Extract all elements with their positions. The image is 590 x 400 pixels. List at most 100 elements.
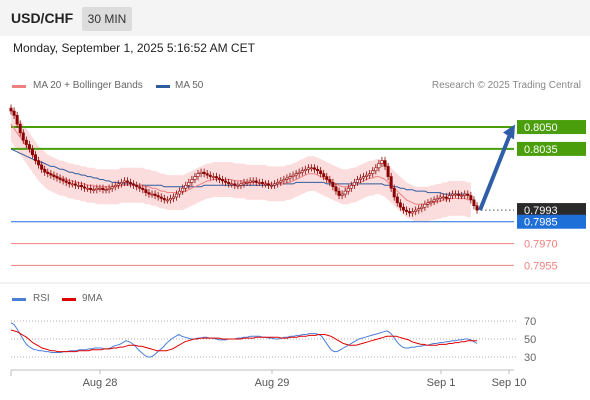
candle-body	[104, 189, 108, 191]
candle-body	[355, 179, 359, 183]
candle-body	[202, 171, 206, 174]
candle-body	[126, 180, 130, 183]
candle-body	[417, 208, 421, 211]
candle-body	[276, 182, 280, 185]
candle-body	[313, 167, 317, 170]
candle-body	[208, 174, 212, 177]
candle-body	[12, 110, 16, 116]
candle-body	[334, 186, 338, 192]
level-label-0.8050: 0.8050	[524, 122, 558, 134]
candle-body	[444, 196, 448, 199]
time-label: Aug 29	[255, 377, 290, 389]
candle-body	[282, 179, 286, 182]
candle-body	[423, 203, 427, 208]
level-tag-0.8050	[517, 120, 586, 135]
candle-body	[325, 176, 329, 180]
candle-body	[211, 176, 215, 178]
candle-body	[404, 209, 408, 212]
candle-body	[21, 132, 25, 141]
candle-body	[101, 187, 105, 190]
candle-body	[196, 173, 200, 177]
candle-body	[426, 202, 430, 205]
candle-body	[245, 182, 249, 184]
level-label-0.7985: 0.7985	[524, 217, 558, 229]
candle-body	[224, 180, 228, 183]
level-tag-0.7993	[517, 203, 586, 218]
timeframe-button[interactable]: 30 MIN	[82, 7, 132, 31]
candle-body	[239, 183, 243, 186]
candle-body	[49, 173, 53, 176]
candle-body	[34, 154, 38, 161]
candle-body	[441, 196, 445, 199]
candle-body	[411, 211, 415, 214]
legend-swatch-ma20	[12, 85, 26, 88]
title-bar: USD/CHF 30 MIN	[0, 0, 590, 36]
candle-body	[27, 144, 31, 150]
candle-body	[95, 187, 99, 190]
candle-body	[190, 179, 194, 183]
candle-body	[221, 179, 225, 182]
candle-body	[116, 183, 120, 186]
candle-body	[110, 186, 114, 189]
candle-body	[263, 183, 267, 186]
rsi-tick-30: 30	[524, 352, 536, 364]
candle-body	[349, 185, 353, 189]
candle-body	[159, 196, 163, 199]
candle-body	[288, 176, 292, 179]
level-label-0.7970: 0.7970	[524, 239, 558, 251]
candle-body	[472, 199, 476, 207]
candle-body	[181, 187, 185, 192]
legend-label-rsi: RSI	[33, 293, 50, 304]
candle-body	[43, 168, 47, 173]
legend-item-ma20: MA 20 + Bollinger Bands	[12, 80, 143, 91]
candle-body	[383, 160, 387, 167]
candle-body	[429, 201, 433, 204]
candle-body	[58, 177, 62, 180]
candle-body	[64, 180, 68, 183]
candle-body	[319, 170, 323, 174]
candle-body	[61, 179, 65, 182]
candle-body	[371, 170, 375, 174]
candle-body	[135, 185, 139, 188]
candle-body	[141, 187, 145, 190]
bollinger-band	[11, 106, 471, 222]
candle-body	[15, 115, 19, 125]
candle-body	[300, 170, 304, 173]
candle-body	[457, 193, 461, 196]
rsi-tick-70: 70	[524, 316, 536, 328]
candle-body	[285, 177, 289, 180]
candle-body	[193, 176, 197, 180]
candle-body	[291, 174, 295, 177]
candle-body	[233, 183, 237, 186]
candle-body	[30, 148, 34, 156]
candle-body	[454, 193, 458, 196]
candle-body	[450, 193, 454, 196]
candle-body	[76, 185, 80, 187]
candle-body	[153, 193, 157, 196]
candle-body	[129, 182, 133, 185]
candle-body	[217, 177, 221, 180]
candle-body	[150, 193, 154, 196]
candle-body	[337, 190, 341, 196]
candle-body	[175, 193, 179, 198]
candle-body	[395, 196, 399, 204]
candle-body	[362, 176, 366, 179]
candle-body	[92, 189, 96, 191]
candle-body	[435, 198, 439, 201]
candle-body	[89, 187, 93, 190]
timestamp: Monday, September 1, 2025 5:16:52 AM CET	[13, 41, 255, 55]
candle-body	[466, 193, 470, 196]
candle-body	[352, 182, 356, 186]
candle-body	[86, 187, 90, 190]
candle-body	[251, 180, 255, 183]
legend-item-ma50: MA 50	[156, 80, 203, 91]
candle-body	[248, 180, 252, 183]
candle-body	[389, 176, 393, 189]
candle-body	[178, 190, 182, 195]
candle-body	[368, 173, 372, 176]
candle-body	[73, 183, 77, 186]
candle-body	[420, 206, 424, 209]
candle-body	[316, 168, 320, 172]
rsi-line	[10, 322, 478, 358]
